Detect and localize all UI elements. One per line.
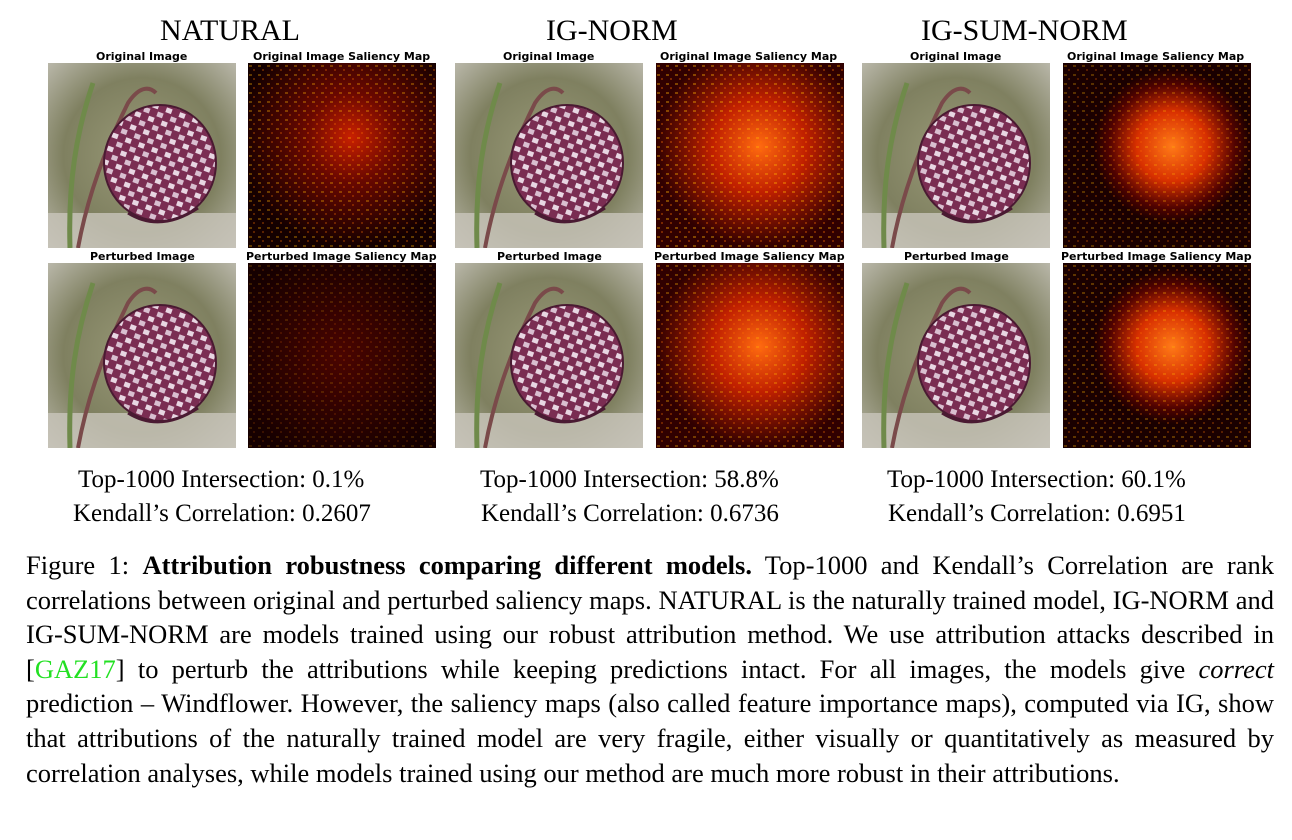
- original-map-label: Original Image Saliency Map: [1067, 50, 1245, 63]
- perturbed-image: [48, 263, 236, 448]
- original-saliency-map: [656, 63, 844, 248]
- perturbed-saliency-map: [248, 263, 436, 448]
- original-image-label: Original Image: [503, 50, 595, 63]
- perturbed-map-label: Perturbed Image Saliency Map: [246, 250, 437, 263]
- caption-bold-title: Attribution robustness comparing differe…: [142, 550, 752, 580]
- perturbed-image-label: Perturbed Image: [904, 250, 1009, 263]
- perturbed-image: [862, 263, 1050, 448]
- kendall-metric: Kendall’s Correlation: 0.6951: [888, 500, 1186, 527]
- panel-title: IG-NORM: [546, 14, 678, 47]
- original-image-label: Original Image: [910, 50, 1002, 63]
- perturbed-map-label: Perturbed Image Saliency Map: [1061, 250, 1252, 263]
- original-map-label: Original Image Saliency Map: [660, 50, 838, 63]
- perturbed-map-label: Perturbed Image Saliency Map: [654, 250, 845, 263]
- caption-italic: correct: [1198, 653, 1274, 684]
- original-image: [862, 63, 1050, 248]
- perturbed-saliency-map: [1063, 263, 1251, 448]
- kendall-metric: Kendall’s Correlation: 0.2607: [73, 500, 371, 527]
- caption-prefix: Figure 1:: [26, 550, 143, 580]
- original-map-label: Original Image Saliency Map: [253, 50, 431, 63]
- original-image-label: Original Image: [96, 50, 188, 63]
- top1000-metric: Top-1000 Intersection: 60.1%: [887, 466, 1186, 493]
- original-saliency-map: [1063, 63, 1251, 248]
- kendall-metric: Kendall’s Correlation: 0.6736: [481, 500, 779, 527]
- original-image: [455, 63, 643, 248]
- caption-text-3: prediction – Windflower. However, the sa…: [26, 688, 1274, 788]
- panel-title: IG-SUM-NORM: [921, 14, 1128, 47]
- perturbed-image-label: Perturbed Image: [90, 250, 195, 263]
- caption-text-1: Top-1000 and Kendall’s Correlation are r…: [26, 550, 1274, 684]
- original-image: [48, 63, 236, 248]
- panel-title: NATURAL: [160, 14, 300, 47]
- figure-caption: Figure 1: Attribution robustness compari…: [26, 548, 1274, 790]
- caption-text-2: ] to perturb the attributions while keep…: [115, 653, 1199, 684]
- perturbed-saliency-map: [656, 263, 844, 448]
- perturbed-image-label: Perturbed Image: [497, 250, 602, 263]
- top1000-metric: Top-1000 Intersection: 0.1%: [78, 466, 365, 493]
- top1000-metric: Top-1000 Intersection: 58.8%: [480, 466, 779, 493]
- original-saliency-map: [248, 63, 436, 248]
- citation-link[interactable]: GAZ17: [34, 653, 116, 684]
- perturbed-image: [455, 263, 643, 448]
